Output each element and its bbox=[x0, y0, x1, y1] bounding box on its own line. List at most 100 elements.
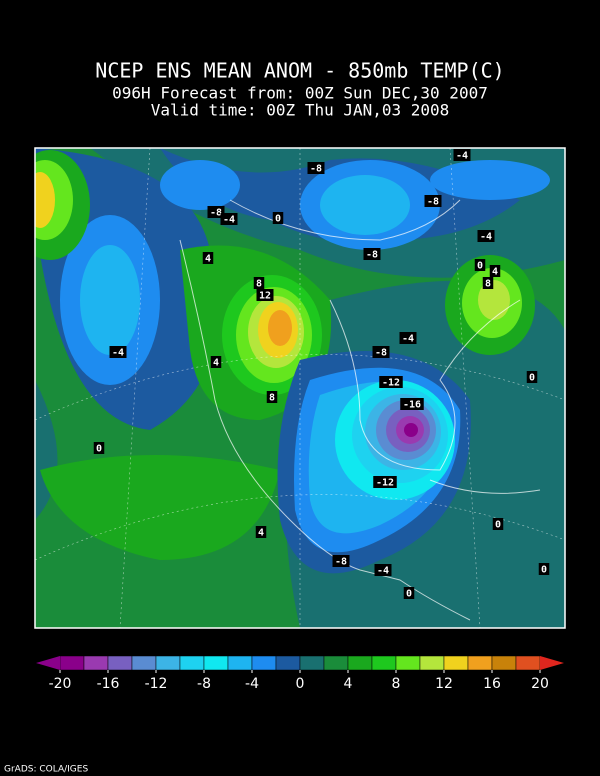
colorbar-box bbox=[275, 655, 301, 671]
contour-label-bg bbox=[374, 564, 392, 576]
contour-label-bg bbox=[272, 212, 284, 224]
colorbar-tick-label: -16 bbox=[97, 676, 120, 692]
contour-label: 8 bbox=[485, 279, 491, 290]
contour-label-bg bbox=[474, 259, 486, 271]
contour-label: 0 bbox=[541, 565, 547, 576]
contour-label-bg bbox=[93, 442, 105, 454]
colorbar-tick-label: -8 bbox=[197, 676, 211, 692]
contour-label-bg bbox=[373, 476, 397, 488]
contour-label: 8 bbox=[269, 393, 275, 404]
contour-label-bg bbox=[363, 248, 381, 260]
contour-label-bg bbox=[266, 391, 278, 403]
contour-label: -4 bbox=[456, 151, 468, 162]
colorbar-tick-label: 20 bbox=[531, 676, 549, 692]
contour-label-bg bbox=[379, 376, 403, 388]
colorbar-tick-label: -12 bbox=[145, 676, 168, 692]
contour-label: -4 bbox=[377, 566, 389, 577]
map-frame bbox=[34, 147, 566, 629]
contour-label: -8 bbox=[427, 197, 439, 208]
contour-label: -8 bbox=[366, 250, 378, 261]
contour-label: -8 bbox=[210, 208, 222, 219]
colorbar-box bbox=[299, 655, 325, 671]
colorbar-box bbox=[59, 655, 85, 671]
colorbar-over-arrow bbox=[540, 656, 564, 670]
colorbar-box bbox=[515, 655, 541, 671]
contour-label-bg bbox=[253, 277, 265, 289]
colorbar-tick-label: -4 bbox=[245, 676, 259, 692]
contour-label-bg bbox=[482, 277, 494, 289]
contour-label: 0 bbox=[495, 520, 501, 531]
colorbar-tick-label: 0 bbox=[296, 676, 305, 692]
contour-label-bg bbox=[489, 265, 501, 277]
contour-label: -4 bbox=[480, 232, 492, 243]
contour-label: 0 bbox=[529, 373, 535, 384]
colorbar-box bbox=[467, 655, 493, 671]
contour-label: 0 bbox=[275, 214, 281, 225]
valid-line: Valid time: 00Z Thu JAN,03 2008 bbox=[151, 101, 450, 120]
contour-label-bg bbox=[210, 356, 222, 368]
colorbar-box bbox=[83, 655, 109, 671]
colorbar-tick-label: 16 bbox=[483, 676, 501, 692]
colorbar-box bbox=[155, 655, 181, 671]
colorbar-box bbox=[227, 655, 253, 671]
contour-label-bg bbox=[424, 195, 442, 207]
contour-label-bg bbox=[477, 230, 495, 242]
contour-label: -4 bbox=[223, 215, 235, 226]
contour-label: 4 bbox=[492, 267, 498, 278]
colorbar-tick-label: 12 bbox=[435, 676, 453, 692]
colorbar-tick-label: 4 bbox=[344, 676, 353, 692]
contour-label: 4 bbox=[213, 358, 219, 369]
colorbar-box bbox=[443, 655, 469, 671]
contour-label-bg bbox=[207, 206, 225, 218]
colorbar-tick-label: -20 bbox=[49, 676, 72, 692]
contour-label: 0 bbox=[406, 589, 412, 600]
contour-label-bg bbox=[332, 555, 350, 567]
contour-label: -16 bbox=[403, 400, 421, 411]
contour-label-bg bbox=[220, 213, 238, 225]
title: NCEP ENS MEAN ANOM - 850mb TEMP(C) bbox=[95, 59, 504, 83]
contour-label: -4 bbox=[402, 334, 414, 345]
contour-label: 4 bbox=[205, 254, 211, 265]
contour-label-bg bbox=[202, 252, 214, 264]
forecast-line: 096H Forecast from: 00Z Sun DEC,30 2007 bbox=[112, 84, 488, 103]
contour-label-bg bbox=[403, 587, 415, 599]
colorbar-box bbox=[179, 655, 205, 671]
contour-label: -8 bbox=[375, 348, 387, 359]
colorbar-box bbox=[371, 655, 397, 671]
colorbar-under-arrow bbox=[36, 656, 60, 670]
colorbar-box bbox=[419, 655, 445, 671]
colorbar: -20 -16 -12 -8 -4 0 4 8 12 16 20 bbox=[36, 655, 564, 692]
colorbar-box bbox=[131, 655, 157, 671]
colorbar-box bbox=[347, 655, 373, 671]
contour-label-bg bbox=[255, 526, 267, 538]
contour-label-bg bbox=[109, 346, 127, 358]
contour-label: 0 bbox=[96, 444, 102, 455]
contour-label: -8 bbox=[335, 557, 347, 568]
contour-labels: -8-4-8-4 0-8-4-84048128-4-4-840-128-160-1… bbox=[93, 149, 550, 600]
colorbar-box bbox=[491, 655, 517, 671]
colorbar-box bbox=[323, 655, 349, 671]
contour-label: -12 bbox=[382, 378, 400, 389]
contour-label-bg bbox=[307, 162, 325, 174]
contour-label-bg bbox=[256, 289, 274, 301]
contour-label: -8 bbox=[310, 164, 322, 175]
contour-label: 0 bbox=[477, 261, 483, 272]
map-field bbox=[35, 148, 565, 628]
contour-label-bg bbox=[526, 371, 538, 383]
contour-label: -12 bbox=[376, 478, 394, 489]
contour-label: 4 bbox=[258, 528, 264, 539]
contour-label-bg bbox=[538, 563, 550, 575]
colorbar-box bbox=[107, 655, 133, 671]
colorbar-box bbox=[251, 655, 277, 671]
contour-label: 12 bbox=[259, 291, 271, 302]
contour-label: 8 bbox=[256, 279, 262, 290]
footer: GrADS: COLA/IGES bbox=[4, 765, 88, 775]
contour-label-bg bbox=[372, 346, 390, 358]
contour-label: -4 bbox=[112, 348, 124, 359]
colorbar-box bbox=[395, 655, 421, 671]
contour-label-bg bbox=[453, 149, 471, 161]
contour-label-bg bbox=[400, 398, 424, 410]
colorbar-box bbox=[203, 655, 229, 671]
contour-label-bg bbox=[399, 332, 417, 344]
